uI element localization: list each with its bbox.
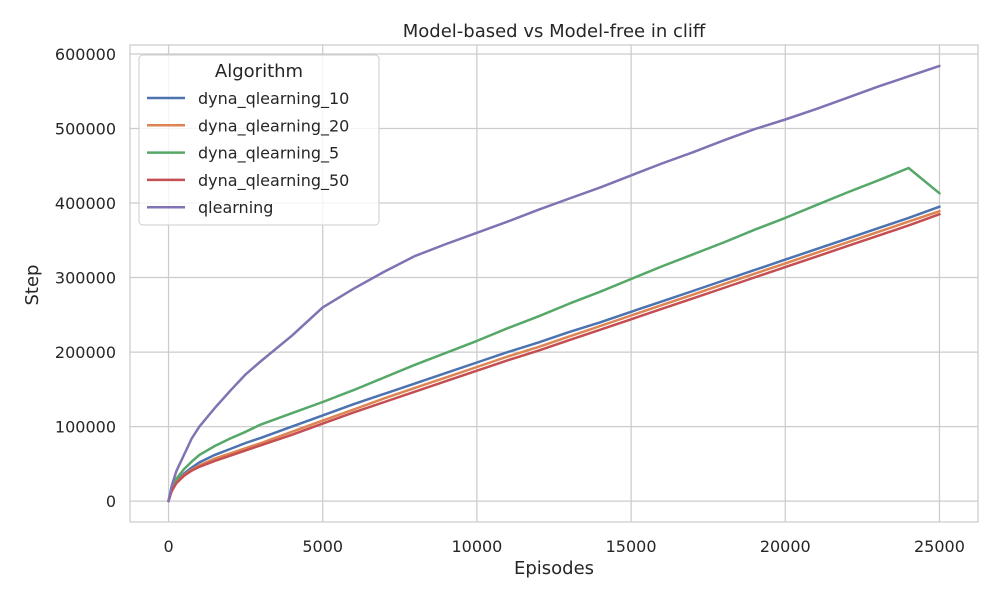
legend-box xyxy=(138,54,380,226)
x-tick-label: 25000 xyxy=(914,537,965,556)
x-tick-label: 20000 xyxy=(760,537,811,556)
series-layer xyxy=(167,64,941,503)
y-axis-label: Step xyxy=(22,265,43,306)
y-tick-labels: 0 100000 200000 300000 400000 500000 600000 xyxy=(55,45,116,511)
x-tick-label: 0 xyxy=(163,537,173,556)
series-line-dyna-qlearning-5 xyxy=(167,166,941,503)
y-tick-label: 100000 xyxy=(55,418,116,437)
legend-items: dyna_qlearning_10 dyna_qlearning_20 dyna_q… xyxy=(147,89,349,217)
y-tick-label: 500000 xyxy=(55,119,116,138)
x-tick-label: 5000 xyxy=(302,537,343,556)
legend-entry: qlearning xyxy=(198,198,273,217)
legend-entry: dyna_qlearning_20 xyxy=(198,116,349,136)
chart-title: Model-based vs Model-free in cliff xyxy=(403,21,706,42)
legend-entry: dyna_qlearning_10 xyxy=(198,89,349,109)
legend: Algorithm dyna_qlearning_10dyna_qlearnin… xyxy=(138,54,380,226)
y-tick-label: 600000 xyxy=(55,45,116,64)
series-line-dyna-qlearning-20 xyxy=(167,209,941,503)
y-tick-label: 400000 xyxy=(55,194,116,213)
legend-entry: dyna_qlearning_5 xyxy=(198,144,339,164)
y-tick-label: 300000 xyxy=(55,269,116,288)
series-line-dyna-qlearning-10 xyxy=(167,205,941,503)
legend-title: Algorithm xyxy=(215,61,303,82)
series-line-qlearning xyxy=(167,64,941,503)
x-axis-label: Episodes xyxy=(514,558,594,579)
series-line-dyna-qlearning-50 xyxy=(167,212,941,503)
x-tick-labels: 0 5000 10000 15000 20000 25000 xyxy=(163,537,964,556)
x-tick-label: 10000 xyxy=(451,537,502,556)
plot-border xyxy=(129,44,979,523)
y-tick-label: 200000 xyxy=(55,343,116,362)
x-tick-label: 15000 xyxy=(606,537,657,556)
y-tick-label: 0 xyxy=(106,492,116,511)
legend-entry: dyna_qlearning_50 xyxy=(198,171,349,191)
